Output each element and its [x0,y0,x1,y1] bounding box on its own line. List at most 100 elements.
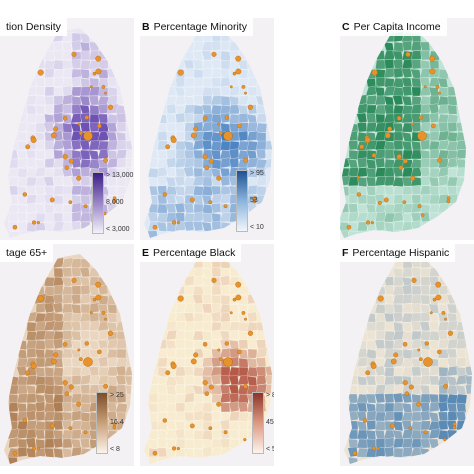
facility-marker [423,85,427,89]
facility-marker [50,132,57,139]
census-tract [62,357,73,368]
census-tract [53,267,64,278]
facility-marker [76,401,82,407]
census-tract [157,131,168,142]
census-tract [401,321,413,333]
facility-marker [208,384,214,390]
legend-colorbar [96,392,108,454]
census-tract [62,366,73,377]
facility-marker [408,384,414,390]
census-tract [34,77,46,88]
facility-marker [387,126,393,132]
census-tract [17,446,28,458]
percentage-hispanic-map [340,244,474,466]
census-tract [52,185,65,196]
census-tract [192,221,204,232]
census-tract [384,446,395,458]
census-tract [238,330,249,341]
census-tract [201,121,214,133]
census-tract [53,375,64,386]
census-tract [201,429,214,441]
census-tract [192,303,204,314]
census-tract [89,302,100,314]
census-tract [61,175,73,187]
census-tract [202,402,213,413]
major-facility-marker [223,131,233,141]
census-tract [17,384,28,395]
census-tract [71,58,82,70]
census-tract [384,330,395,341]
census-tract [184,184,195,196]
census-tract [71,339,82,351]
census-tract [447,104,458,115]
census-tract [256,339,267,350]
census-tract [89,330,100,341]
facility-marker [77,122,81,126]
census-tract [410,429,423,440]
census-tract [201,293,213,305]
census-tract [166,157,177,169]
facility-marker [352,450,358,456]
census-tract [401,267,414,278]
facility-marker [224,341,229,346]
census-tract [79,41,91,53]
census-tract [124,384,132,396]
facility-marker [193,352,199,358]
facility-marker [247,104,254,110]
facility-marker [208,200,213,205]
major-facility-marker [223,357,233,367]
census-tract [429,131,440,142]
facility-marker [396,154,402,160]
census-tract [44,86,55,97]
census-tract [70,321,82,332]
facility-marker [437,349,442,355]
facility-marker [36,446,40,451]
census-tract [393,104,404,116]
census-tract [447,410,458,422]
census-tract [16,393,29,404]
census-tract [202,321,213,332]
major-facility-marker [83,131,93,141]
census-tract [401,67,413,79]
census-tract [202,212,213,223]
census-tract [44,339,55,350]
census-tract [356,438,369,449]
census-tract [437,401,449,413]
census-tract [175,212,186,223]
facility-marker [78,131,83,136]
census-tract [237,411,250,422]
census-tract [166,320,177,332]
census-tract [52,330,65,341]
census-tract [80,411,91,423]
facility-marker [447,330,454,336]
census-tract [465,375,472,386]
legend-high-label: > 25 [110,392,124,399]
census-tract [193,275,204,287]
facility-marker [25,144,31,150]
census-tract [357,384,368,395]
census-tract [44,167,55,178]
facility-marker [218,131,223,136]
census-tract [183,428,195,440]
census-tract [17,131,28,142]
facility-marker [393,352,399,358]
facility-marker [377,295,384,302]
legend-mid-label: 45 [266,419,274,426]
census-tract [264,149,272,160]
facility-marker [83,204,88,209]
facility-marker [171,446,177,451]
census-tract [44,50,55,61]
census-tract [80,149,91,160]
census-tract [193,366,204,378]
census-tract [410,149,423,160]
facility-marker [176,446,180,451]
panel-title: tion Density [0,18,67,36]
census-tract [156,175,168,187]
facility-marker [446,199,451,204]
census-tract [428,112,440,124]
census-tract [147,402,159,413]
facility-marker [411,277,417,283]
census-tract [210,311,222,323]
census-tract [115,374,127,386]
census-tract [384,437,395,449]
